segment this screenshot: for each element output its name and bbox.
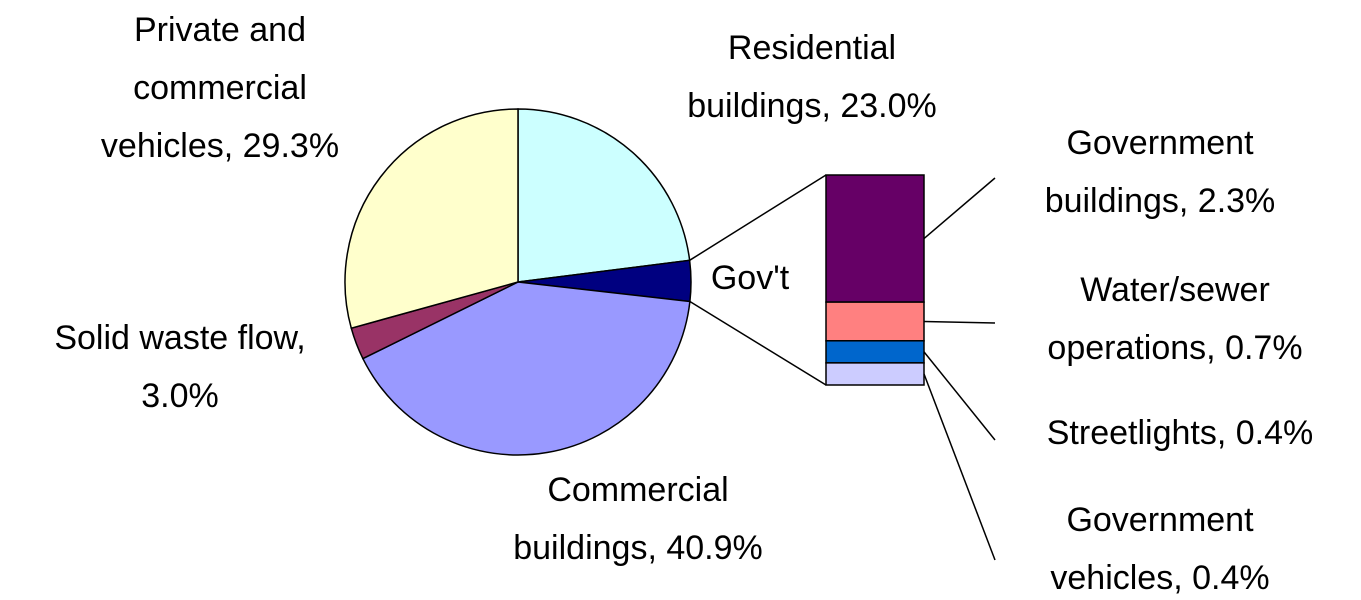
slice-label: vehicles, 29.3% (101, 127, 339, 165)
leader-line (923, 320, 996, 324)
bar-segment (825, 362, 925, 386)
bar-label: Water/sewer (1080, 271, 1270, 309)
slice-label: Residential (728, 29, 896, 67)
slice-label: buildings, 23.0% (687, 87, 937, 125)
pie-slice (517, 108, 691, 283)
bar-label: operations, 0.7% (1047, 329, 1302, 367)
bar-label: vehicles, 0.4% (1050, 559, 1269, 597)
slice-label: commercial (133, 69, 307, 107)
bar-segment (825, 174, 925, 303)
bar-segment (825, 340, 925, 364)
leader-line (923, 177, 996, 240)
connector-line (689, 174, 827, 261)
bar-label: buildings, 2.3% (1045, 182, 1276, 220)
leader-line (923, 351, 996, 441)
slice-label: buildings, 40.9% (513, 529, 763, 567)
slice-label: 3.0% (141, 377, 219, 415)
slice-label: Gov't (711, 259, 790, 297)
slice-label: Commercial (547, 471, 728, 509)
bar-label: Government (1066, 501, 1254, 539)
pie-slice (344, 108, 519, 330)
connector-line (689, 300, 827, 386)
pie-slice (361, 281, 691, 456)
bar-label: Streetlights, 0.4% (1047, 414, 1313, 452)
slice-label: Solid waste flow, (54, 319, 305, 357)
leader-line (923, 373, 996, 561)
slice-label: Private and (134, 11, 306, 49)
bar-segment (825, 301, 925, 342)
bar-label: Government (1066, 124, 1254, 162)
